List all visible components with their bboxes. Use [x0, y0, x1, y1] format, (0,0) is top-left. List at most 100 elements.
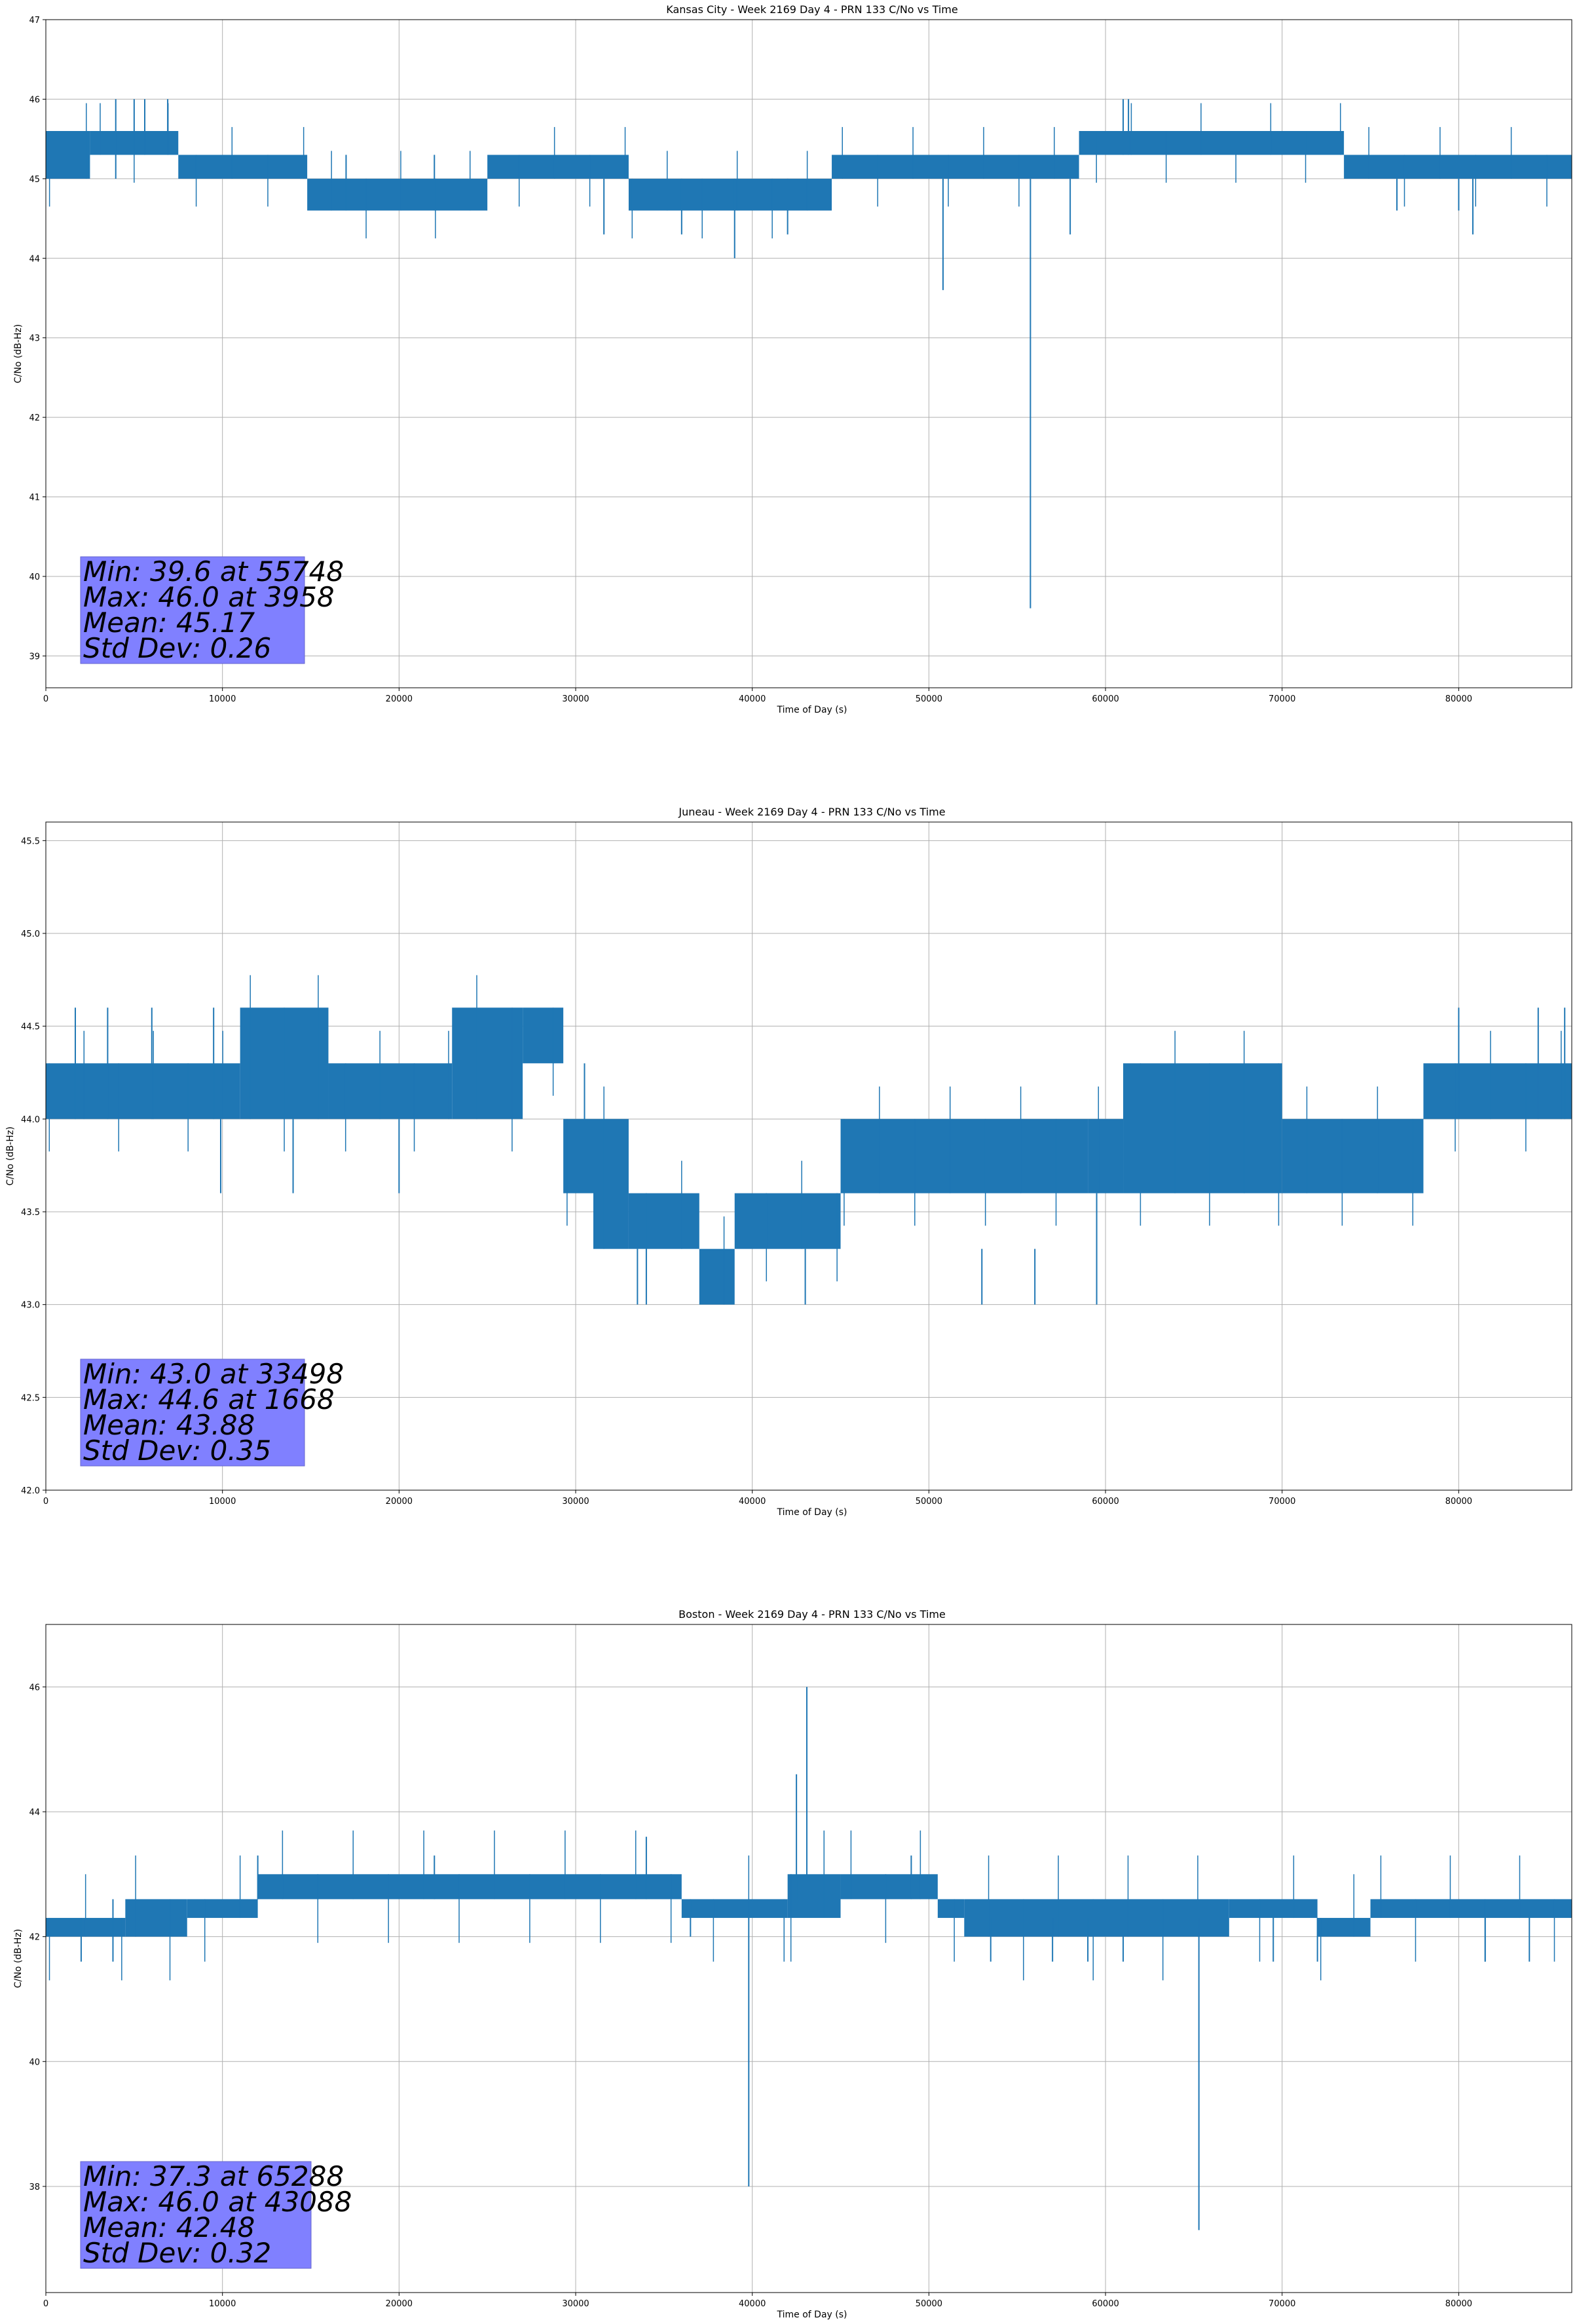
- stats-line: Min: 43.0 at 33498: [83, 1358, 344, 1390]
- x-tick-label: 60000: [1092, 2299, 1119, 2309]
- x-axis-label: Time of Day (s): [777, 1507, 847, 1518]
- y-axis-label: C/No (dB-Hz): [13, 1929, 24, 1988]
- data-band: [328, 1063, 453, 1119]
- y-tick-label: 42: [29, 1933, 40, 1943]
- stats-line: Min: 37.3 at 65288: [83, 2160, 344, 2192]
- data-band: [628, 178, 832, 211]
- plot-frame: [45, 19, 1572, 688]
- chart-title: Kansas City - Week 2169 Day 4 - PRN 133 …: [666, 3, 957, 16]
- y-axis-label: C/No (dB-Hz): [13, 324, 24, 383]
- stats-line: Max: 46.0 at 3958: [83, 581, 335, 613]
- x-tick-label: 10000: [209, 694, 236, 704]
- data-band: [187, 1899, 258, 1919]
- y-tick-label: 45.5: [21, 836, 40, 846]
- data-band: [628, 1193, 699, 1249]
- data-band: [832, 155, 1079, 179]
- x-tick-label: 30000: [562, 694, 589, 704]
- x-tick-label: 0: [43, 1497, 48, 1507]
- stats-line: Mean: 43.88: [83, 1409, 255, 1441]
- x-tick-label: 70000: [1269, 2299, 1295, 2309]
- data-band: [1344, 155, 1572, 179]
- data-band: [1088, 1119, 1124, 1193]
- data-band: [787, 1874, 841, 1919]
- y-tick-label: 45.0: [21, 929, 40, 939]
- x-axis-label: Time of Day (s): [777, 705, 847, 715]
- data-band: [1079, 131, 1345, 155]
- y-axis-label: C/No (dB-Hz): [5, 1127, 16, 1186]
- data-band: [964, 1899, 1229, 1937]
- data-band: [307, 178, 488, 211]
- y-tick-label: 43.0: [21, 1301, 40, 1311]
- y-tick-label: 46: [29, 95, 40, 105]
- x-tick-label: 70000: [1269, 1497, 1295, 1507]
- data-band: [840, 1119, 1088, 1193]
- x-tick-label: 0: [43, 2299, 48, 2309]
- x-tick-label: 50000: [916, 2299, 942, 2309]
- x-tick-label: 80000: [1445, 694, 1472, 704]
- y-tick-label: 46: [29, 1683, 40, 1693]
- data-band: [487, 155, 629, 179]
- data-band: [563, 1119, 593, 1193]
- x-tick-label: 10000: [209, 2299, 236, 2309]
- stats-line: Mean: 42.48: [83, 2211, 255, 2243]
- x-tick-label: 40000: [739, 2299, 766, 2309]
- data-band: [699, 1248, 735, 1305]
- y-tick-label: 40: [29, 572, 40, 582]
- x-tick-label: 80000: [1445, 2299, 1472, 2309]
- x-tick-label: 0: [43, 694, 48, 704]
- data-band: [1229, 1899, 1318, 1919]
- y-tick-label: 43.5: [21, 1208, 40, 1218]
- x-tick-label: 30000: [562, 1497, 589, 1507]
- x-axis-label: Time of Day (s): [777, 2310, 847, 2320]
- data-band: [840, 1874, 938, 1900]
- data-band: [1317, 1918, 1371, 1937]
- x-tick-label: 60000: [1092, 1497, 1119, 1507]
- y-tick-label: 42.0: [21, 1486, 40, 1496]
- y-tick-label: 45: [29, 175, 40, 185]
- y-tick-label: 44: [29, 254, 40, 264]
- x-tick-label: 20000: [386, 694, 413, 704]
- data-band: [523, 1007, 564, 1064]
- stats-box-background: [80, 556, 305, 664]
- data-band: [46, 1063, 240, 1119]
- data-band: [452, 1007, 523, 1119]
- data-series: [46, 975, 1572, 1305]
- plot-frame: [45, 821, 1572, 1491]
- y-tick-label: 44: [29, 1808, 40, 1818]
- chart-juneau: Juneau - Week 2169 Day 4 - PRN 133 C/No …: [5, 806, 1572, 1518]
- y-tick-label: 43: [29, 334, 40, 344]
- x-tick-label: 20000: [386, 1497, 413, 1507]
- data-band: [257, 1874, 682, 1900]
- y-tick-label: 42.5: [21, 1393, 40, 1403]
- data-band: [681, 1899, 788, 1919]
- data-band: [178, 155, 308, 179]
- stats-box-background: [80, 1359, 305, 1467]
- data-band: [1282, 1119, 1424, 1193]
- chart-kansas-city: Kansas City - Week 2169 Day 4 - PRN 133 …: [13, 3, 1572, 715]
- y-tick-label: 44.5: [21, 1022, 40, 1032]
- y-tick-label: 40: [29, 2057, 40, 2067]
- data-series: [46, 99, 1572, 609]
- x-tick-label: 80000: [1445, 1497, 1472, 1507]
- data-series: [46, 1687, 1572, 2230]
- stats-line: Mean: 45.17: [83, 607, 255, 639]
- stats-line: Max: 46.0 at 43088: [83, 2186, 352, 2218]
- stats-box-background: [80, 2161, 312, 2269]
- y-tick-label: 38: [29, 2183, 40, 2192]
- y-tick-label: 44.0: [21, 1115, 40, 1125]
- chart-title: Boston - Week 2169 Day 4 - PRN 133 C/No …: [678, 1608, 946, 1621]
- stats-line: Std Dev: 0.35: [83, 1434, 271, 1467]
- x-tick-label: 60000: [1092, 694, 1119, 704]
- data-band: [937, 1899, 965, 1919]
- chart-boston: Boston - Week 2169 Day 4 - PRN 133 C/No …: [13, 1608, 1572, 2320]
- data-band: [734, 1193, 841, 1249]
- x-tick-label: 30000: [562, 2299, 589, 2309]
- data-band: [593, 1119, 629, 1249]
- chart-title: Juneau - Week 2169 Day 4 - PRN 133 C/No …: [678, 806, 945, 818]
- stats-line: Max: 44.6 at 1668: [83, 1383, 335, 1415]
- x-tick-label: 20000: [386, 2299, 413, 2309]
